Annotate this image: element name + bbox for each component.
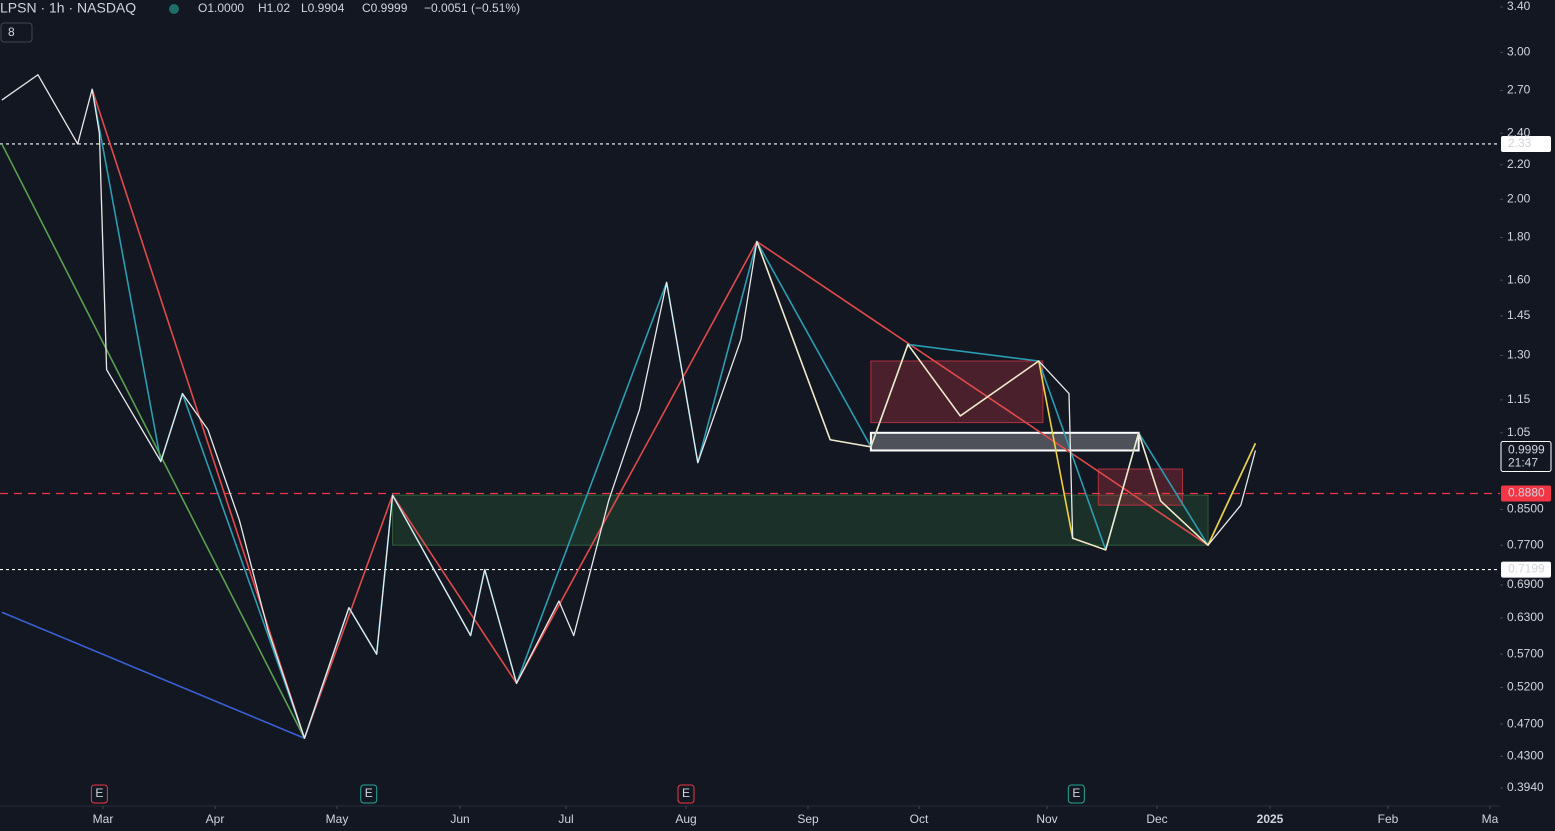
indicator-count[interactable]: 8 (8, 25, 15, 39)
last-price: 0.9999 (1508, 443, 1545, 457)
event-label: E (682, 786, 690, 800)
y-tick-label: 0.6900 (1507, 577, 1544, 591)
level-label: 0.7199 (1508, 562, 1545, 576)
x-tick-label: Jul (558, 812, 573, 826)
status-dot (169, 4, 179, 14)
plot (0, 74, 1500, 740)
y-tick-label: 1.30 (1507, 348, 1531, 362)
x-tick-label: Oct (910, 812, 929, 826)
countdown: 21:47 (1508, 456, 1538, 470)
y-tick-label: 0.8500 (1507, 502, 1544, 516)
y-tick-label: 2.40 (1507, 125, 1531, 139)
y-tick-label: 1.80 (1507, 230, 1531, 244)
y-tick-label: 0.5200 (1507, 680, 1544, 694)
zone (869, 431, 1140, 452)
last-price-badge (1500, 441, 1552, 473)
zone (392, 494, 1209, 546)
ohlc-change: −0.0051 (−0.51%) (424, 1, 520, 15)
y-tick-label: 1.05 (1507, 425, 1531, 439)
x-tick-label: Aug (675, 812, 696, 826)
zigzag (91, 89, 1257, 740)
level-label: 0.8880 (1508, 486, 1545, 500)
price-line (1, 74, 1257, 739)
event-label: E (95, 786, 103, 800)
zigzag (1, 143, 306, 739)
x-tick-label: Sep (797, 812, 819, 826)
y-tick-label: 3.00 (1507, 45, 1531, 59)
y-tick-label: 0.6300 (1507, 610, 1544, 624)
y-tick-label: 1.15 (1507, 392, 1531, 406)
ohlc-low: L0.9904 (301, 1, 345, 15)
x-tick-label: Ma (1482, 812, 1499, 826)
x-tick-label: Nov (1036, 812, 1057, 826)
y-tick-label: 0.7700 (1507, 537, 1544, 551)
event-marker (677, 784, 695, 804)
y-tick-label: 3.40 (1507, 0, 1531, 13)
ohlc-open: O1.0000 (198, 1, 244, 15)
event-marker (360, 784, 378, 804)
event-label: E (365, 786, 373, 800)
x-tick-label: Feb (1378, 812, 1399, 826)
y-tick-label: 1.45 (1507, 308, 1531, 322)
event-marker (90, 784, 108, 804)
y-tick-label: 2.20 (1507, 157, 1531, 171)
y-tick-label: 1.60 (1507, 272, 1531, 286)
zone (870, 360, 1044, 424)
x-tick-label: Apr (206, 812, 225, 826)
x-tick-label: 2025 (1257, 812, 1284, 826)
x-tick-label: Mar (93, 812, 114, 826)
y-tick-label: 0.5700 (1507, 646, 1544, 660)
y-tick-label: 2.00 (1507, 191, 1531, 205)
level-label: 2.33 (1508, 136, 1532, 150)
event-label: E (1072, 786, 1080, 800)
x-tick-label: May (326, 812, 349, 826)
x-tick-label: Dec (1146, 812, 1167, 826)
event-marker (1067, 784, 1085, 804)
x-tick-label: Jun (450, 812, 469, 826)
symbol[interactable]: LPSN · 1h · NASDAQ (0, 0, 136, 16)
ohlc-high: H1.02 (258, 1, 290, 15)
y-tick-label: 0.4700 (1507, 716, 1544, 730)
y-tick-label: 2.70 (1507, 83, 1531, 97)
indicator-toggle[interactable] (0, 22, 33, 43)
level-badge (1501, 485, 1551, 502)
y-tick-label: 0.3940 (1507, 780, 1544, 794)
level-badge (1501, 135, 1551, 152)
zigzag (1, 611, 305, 739)
ohlc-close: C0.9999 (362, 1, 408, 15)
level-badge (1501, 561, 1551, 578)
zigzag (91, 88, 1257, 740)
y-tick-label: 0.4300 (1507, 748, 1544, 762)
